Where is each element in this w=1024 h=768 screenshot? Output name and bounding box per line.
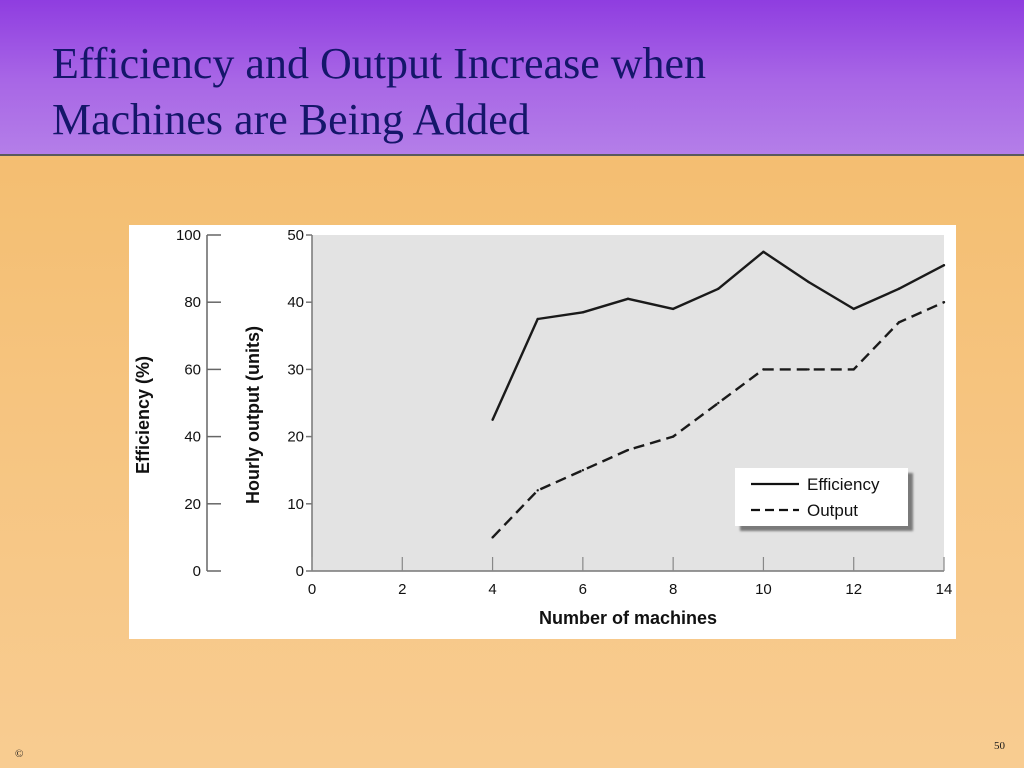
efficiency-tick-label: 0 [193, 563, 201, 580]
efficiency-point [942, 264, 946, 267]
efficiency-axis: 0 20 40 60 80 100 [176, 227, 221, 580]
output-axis-label: Hourly output (units) [243, 326, 263, 504]
output-point [536, 489, 539, 492]
x-axis-label: Number of machines [539, 608, 717, 628]
output-tick-label: 40 [287, 294, 304, 311]
x-axis: 0 2 4 6 8 10 12 14 [308, 557, 953, 598]
slide-title-line-2: Machines are Being Added [52, 95, 530, 144]
slide-title-line-1: Efficiency and Output Increase when [52, 39, 707, 88]
legend: Efficiency Output [735, 468, 908, 526]
output-tick-label: 10 [287, 496, 304, 513]
efficiency-point [626, 297, 630, 301]
output-point [897, 321, 901, 324]
output-point [942, 301, 946, 304]
x-tick-label: 8 [669, 581, 677, 598]
efficiency-point [536, 317, 539, 321]
efficiency-point [762, 250, 765, 253]
x-tick-label: 2 [398, 581, 406, 598]
copyright-mark: © [15, 748, 24, 760]
output-line [491, 301, 945, 539]
output-point [626, 448, 630, 452]
output-tick-label: 20 [287, 429, 304, 446]
chart-panel: 0 20 40 60 80 100 0 10 20 30 40 50 0 2 4 6 8 10 12 14 Eff… [129, 225, 956, 639]
x-tick-label: 6 [579, 581, 587, 598]
output-point [491, 536, 494, 539]
x-tick-label: 4 [488, 581, 496, 598]
legend-box [735, 468, 908, 526]
efficiency-tick-label: 20 [184, 496, 201, 513]
x-tick-label: 14 [936, 581, 953, 598]
x-tick-label: 12 [845, 581, 862, 598]
output-point [852, 368, 855, 371]
output-axis: 0 10 20 30 40 50 [287, 227, 313, 580]
x-tick-label: 10 [755, 581, 772, 598]
page-number: 50 [994, 740, 1005, 752]
slide-header: Efficiency and Output Increase when Mach… [0, 0, 1024, 156]
efficiency-point [671, 307, 675, 311]
output-tick-label: 0 [296, 563, 304, 580]
output-tick-label: 30 [287, 361, 304, 378]
x-tick-label: 0 [308, 581, 316, 598]
slide-title: Efficiency and Output Increase when Mach… [52, 36, 952, 148]
output-point [581, 469, 585, 472]
efficiency-tick-label: 60 [184, 361, 201, 378]
efficiency-point [581, 311, 585, 314]
efficiency-point [491, 418, 494, 421]
efficiency-point [897, 287, 901, 290]
efficiency-tick-label: 80 [184, 294, 201, 311]
legend-output-label: Output [807, 501, 858, 520]
output-point [807, 368, 810, 371]
efficiency-tick-label: 40 [184, 429, 201, 446]
efficiency-axis-label: Efficiency (%) [133, 356, 153, 474]
efficiency-point [717, 287, 720, 290]
output-point [762, 368, 765, 371]
output-point [717, 401, 720, 405]
efficiency-point [852, 307, 855, 311]
output-point [671, 435, 675, 438]
legend-efficiency-label: Efficiency [807, 475, 880, 494]
efficiency-output-chart: 0 20 40 60 80 100 0 10 20 30 40 50 0 2 4 6 8 10 12 14 Eff… [133, 227, 953, 628]
output-tick-label: 50 [287, 227, 304, 244]
efficiency-tick-label: 100 [176, 227, 201, 244]
series-layer [491, 250, 946, 539]
efficiency-point [807, 280, 810, 284]
